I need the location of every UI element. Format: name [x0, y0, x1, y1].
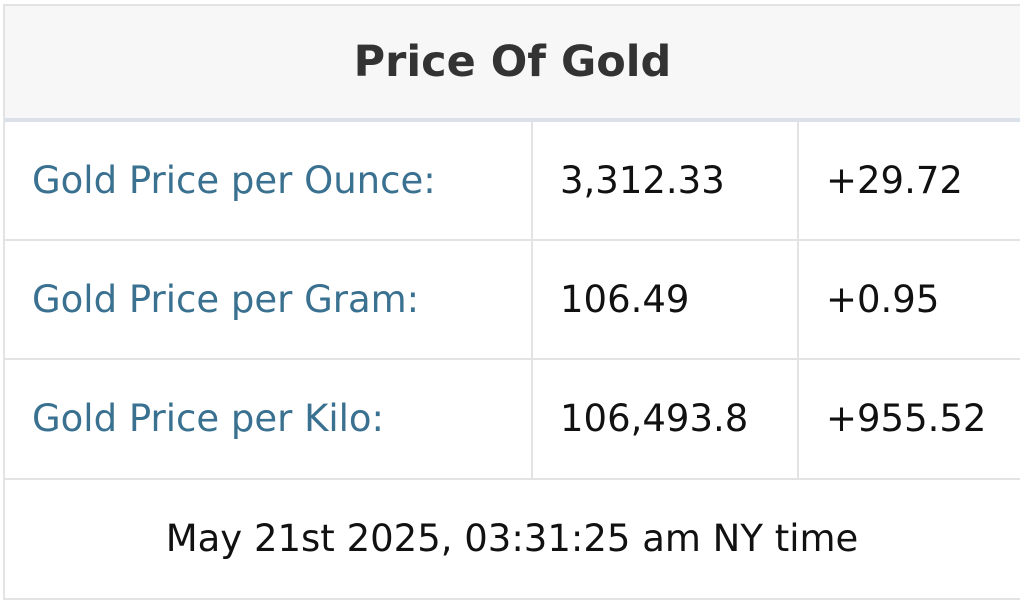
change: +955.52	[797, 358, 1020, 480]
row-label: Gold Price per Gram:	[5, 238, 533, 361]
price: 3,312.33	[531, 119, 799, 241]
header-row: Price Of Gold	[5, 6, 1020, 123]
change: +0.95	[797, 238, 1020, 361]
row: Gold Price per Gram: 106.49 +0.95	[5, 238, 1020, 361]
price-table: Price Of Gold Gold Price per Ounce: 3,31…	[5, 6, 1020, 598]
row: Gold Price per Kilo: 106,493.8 +955.52	[5, 358, 1020, 480]
change: +29.72	[797, 119, 1020, 241]
price: 106,493.8	[531, 358, 799, 480]
timestamp: May 21st 2025, 03:31:25 am NY time	[5, 477, 1020, 598]
row: Gold Price per Ounce: 3,312.33 +29.72	[5, 119, 1020, 241]
price: 106.49	[531, 238, 799, 361]
footer-row: May 21st 2025, 03:31:25 am NY time	[5, 477, 1020, 598]
title: Price Of Gold	[5, 6, 1020, 123]
row-label: Gold Price per Kilo:	[5, 358, 533, 480]
gold-price-widget: Price Of Gold Gold Price per Ounce: 3,31…	[3, 4, 1020, 600]
row-label: Gold Price per Ounce:	[5, 119, 533, 241]
